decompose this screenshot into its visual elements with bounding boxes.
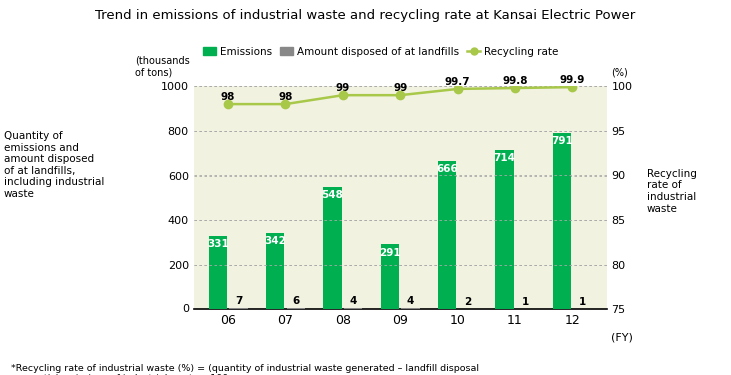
- Bar: [287, 308, 305, 309]
- Text: Quantity of
emissions and
amount disposed
of at landfills,
including industrial
: Quantity of emissions and amount dispose…: [4, 131, 104, 199]
- Text: 666: 666: [436, 164, 458, 174]
- Text: 99: 99: [336, 83, 350, 93]
- Text: 331: 331: [207, 239, 229, 249]
- Text: Recycling
rate of
industrial
waste: Recycling rate of industrial waste: [647, 169, 697, 214]
- Text: (FY): (FY): [611, 333, 633, 343]
- Text: 4: 4: [349, 296, 357, 306]
- Text: 7: 7: [235, 296, 242, 306]
- Text: 548: 548: [322, 190, 344, 201]
- Text: 1: 1: [522, 297, 529, 307]
- Text: 342: 342: [264, 236, 286, 246]
- Text: (thousands
of tons): (thousands of tons): [135, 56, 189, 77]
- Text: 99.8: 99.8: [502, 76, 528, 86]
- Bar: [266, 233, 284, 309]
- Bar: [208, 236, 227, 309]
- Text: 98: 98: [221, 92, 235, 102]
- Text: 99: 99: [393, 83, 407, 93]
- Text: 98: 98: [279, 92, 292, 102]
- Bar: [553, 133, 571, 309]
- Bar: [438, 161, 456, 309]
- Bar: [323, 187, 341, 309]
- Bar: [230, 308, 248, 309]
- Text: 6: 6: [292, 296, 300, 306]
- Text: Trend in emissions of industrial waste and recycling rate at Kansai Electric Pow: Trend in emissions of industrial waste a…: [95, 9, 636, 22]
- Text: 99.9: 99.9: [560, 75, 585, 85]
- Bar: [381, 244, 399, 309]
- Text: 4: 4: [407, 296, 414, 306]
- Bar: [496, 150, 514, 309]
- Text: *Recycling rate of industrial waste (%) = (quantity of industrial waste generate: *Recycling rate of industrial waste (%) …: [11, 364, 479, 375]
- Text: 791: 791: [551, 136, 573, 146]
- Text: 99.7: 99.7: [444, 77, 470, 87]
- Text: 0: 0: [183, 304, 189, 314]
- Text: 291: 291: [379, 248, 401, 258]
- Legend: Emissions, Amount disposed of at landfills, Recycling rate: Emissions, Amount disposed of at landfil…: [199, 42, 563, 61]
- Text: 714: 714: [493, 153, 515, 164]
- Text: 1: 1: [579, 297, 586, 307]
- Text: 2: 2: [464, 297, 471, 307]
- Text: (%): (%): [611, 68, 628, 77]
